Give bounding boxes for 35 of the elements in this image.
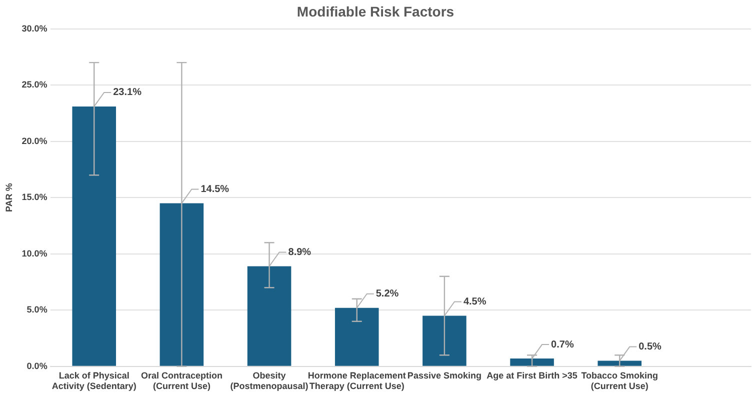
data-label: 8.9% — [288, 246, 312, 258]
category-label: (Postmenopausal) — [230, 381, 308, 392]
y-axis-title: PAR % — [4, 183, 14, 212]
y-tick-label: 25.0% — [22, 80, 48, 90]
data-label: 0.7% — [551, 339, 574, 350]
bar — [247, 266, 292, 366]
category-label: Tobacco Smoking — [581, 370, 658, 380]
category-label: Obesity — [252, 370, 286, 380]
y-tick-label: 15.0% — [22, 192, 48, 202]
category-label: Lack of Physical — [58, 370, 130, 380]
category-label: Age at First Birth >35 — [486, 370, 578, 380]
y-tick-label: 5.0% — [26, 304, 48, 315]
category-label: Therapy (Current Use) — [309, 381, 404, 392]
category-label: Passive Smoking — [407, 370, 482, 380]
category-label: Hormone Replacement — [308, 370, 406, 380]
category-label: (Current Use) — [590, 381, 648, 392]
bar — [334, 308, 379, 366]
y-tick-label: 0.0% — [26, 360, 48, 371]
bar — [422, 316, 466, 366]
category-label: Oral Contraception — [140, 370, 222, 380]
data-label: 0.5% — [638, 342, 662, 353]
bar — [160, 203, 204, 366]
y-tick-label: 30.0% — [22, 23, 48, 34]
y-tick-label: 20.0% — [22, 136, 48, 146]
data-label: 4.5% — [463, 296, 486, 308]
bar — [598, 360, 642, 366]
data-label: 23.1% — [113, 87, 142, 98]
data-label: 5.2% — [376, 288, 399, 300]
bar — [72, 106, 116, 366]
bar — [510, 358, 554, 366]
data-label: 14.5% — [200, 184, 230, 195]
chart-title: Modifiable Risk Factors — [296, 3, 454, 20]
category-label: Activity (Sedentary) — [52, 381, 136, 392]
y-tick-label: 10.0% — [22, 248, 48, 258]
category-label: (Current Use) — [152, 381, 210, 392]
